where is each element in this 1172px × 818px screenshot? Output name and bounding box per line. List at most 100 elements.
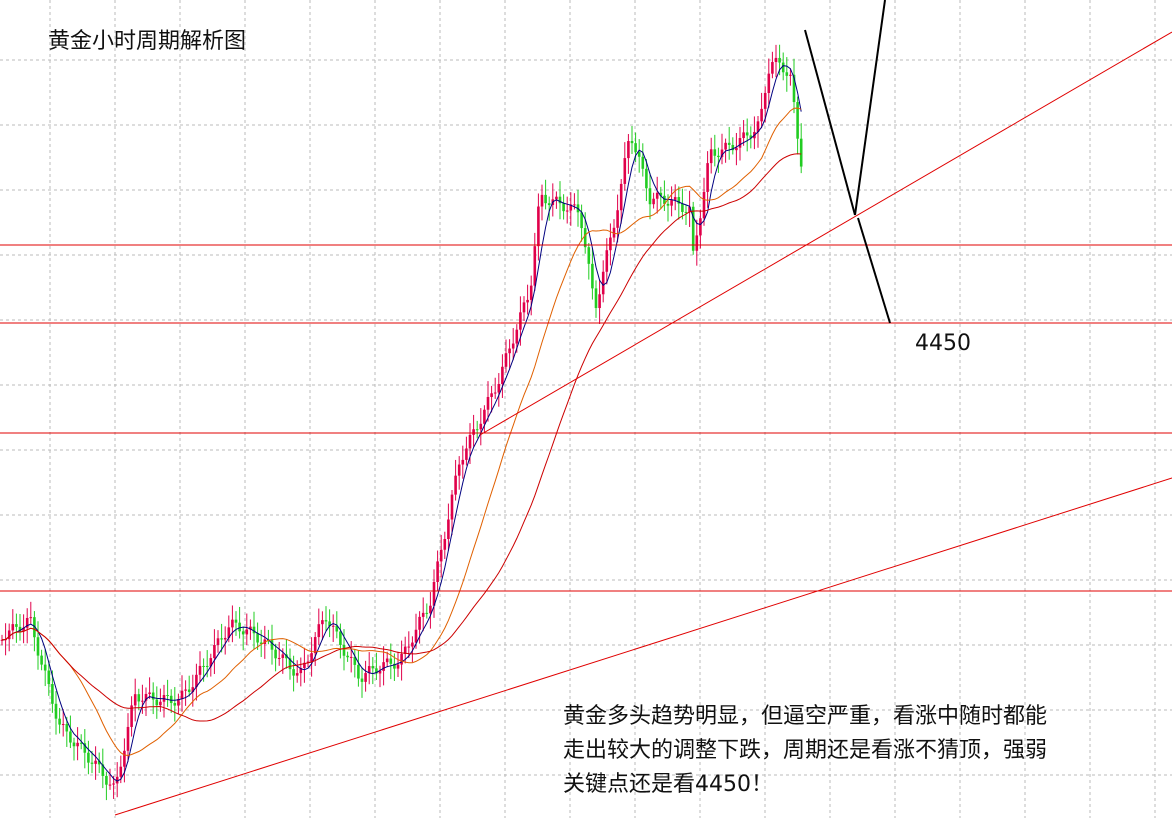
candle-body xyxy=(87,752,90,763)
projection xyxy=(804,0,891,324)
candle-body xyxy=(191,687,195,692)
candle-body xyxy=(583,228,587,248)
level-label: 4450 xyxy=(915,331,971,356)
candle-body xyxy=(562,203,565,212)
candle-body xyxy=(709,149,713,164)
candle-body xyxy=(288,658,292,670)
candle-body xyxy=(792,74,796,103)
candle-body xyxy=(331,625,335,627)
candle-body xyxy=(123,750,126,767)
candle-body xyxy=(69,731,72,743)
candle-body xyxy=(670,199,673,206)
candle-body xyxy=(749,135,753,139)
candle-body xyxy=(97,760,101,765)
candle-body xyxy=(695,235,699,251)
trend-line xyxy=(479,31,1172,436)
candle-body xyxy=(411,642,414,647)
candle-body xyxy=(360,678,364,682)
candle-body xyxy=(720,149,724,158)
candle-body xyxy=(785,72,789,76)
candle-body xyxy=(144,693,148,701)
candle-body xyxy=(43,664,47,671)
candle-body xyxy=(22,627,25,632)
candle-body xyxy=(234,619,238,623)
candle-body xyxy=(166,695,169,697)
candle-body xyxy=(151,692,155,700)
candle-body xyxy=(198,665,202,675)
candle-body xyxy=(497,383,501,393)
candle-body xyxy=(202,665,205,667)
candle-body xyxy=(169,695,173,704)
candle-body xyxy=(241,631,245,635)
candle-body xyxy=(540,194,544,207)
trend-line xyxy=(114,477,1172,816)
candle-body xyxy=(281,654,285,658)
candle-body xyxy=(65,724,69,732)
candle-body xyxy=(367,666,371,674)
candle-body xyxy=(558,196,562,204)
candle-body xyxy=(760,108,763,122)
candle-body xyxy=(245,629,249,635)
candle-body xyxy=(436,561,439,583)
candle-body xyxy=(727,142,731,145)
candle-body xyxy=(76,742,79,747)
candle-body xyxy=(731,144,735,151)
candle-body xyxy=(619,183,623,211)
candle-body xyxy=(299,668,303,674)
candle-body xyxy=(454,475,457,495)
candle-body xyxy=(580,212,583,229)
candle-body xyxy=(396,664,400,669)
candle-body xyxy=(130,705,133,727)
candle-body xyxy=(789,74,792,76)
candle-body xyxy=(796,102,799,139)
candle-body xyxy=(357,664,360,679)
comment-line: 黄金多头趋势明显，但逼空严重，看涨中随时都能 xyxy=(563,704,1047,729)
candle-body xyxy=(702,191,706,219)
candle-body xyxy=(51,684,54,704)
candle-body xyxy=(223,637,227,640)
candle-body xyxy=(508,348,511,354)
candle-body xyxy=(94,760,97,764)
candle-body xyxy=(652,198,655,205)
candle-body xyxy=(252,626,256,634)
candle-body xyxy=(227,627,231,638)
candle-body xyxy=(594,288,598,309)
candle-body xyxy=(529,285,533,300)
candle-body xyxy=(609,237,612,251)
candle-body xyxy=(666,203,670,206)
candle-body xyxy=(112,783,115,785)
candle-body xyxy=(385,658,389,663)
candle-body xyxy=(371,666,375,669)
candle-body xyxy=(173,703,177,706)
candle-body xyxy=(403,646,407,654)
candle-body xyxy=(425,612,429,614)
candle-body xyxy=(36,637,40,656)
candle-body xyxy=(213,644,216,659)
candle-body xyxy=(407,646,411,648)
candle-body xyxy=(515,329,519,344)
candle-body xyxy=(382,662,385,671)
candle-body xyxy=(101,764,105,776)
candle-body xyxy=(389,658,393,664)
candle-body xyxy=(292,669,295,676)
candle-body xyxy=(7,630,11,640)
candle-body xyxy=(472,429,475,435)
candle-body xyxy=(490,393,493,397)
candle-body xyxy=(443,539,447,550)
moving-average xyxy=(1,107,802,757)
candle-body xyxy=(457,464,461,476)
candle-body xyxy=(475,429,479,431)
candle-body xyxy=(40,655,43,665)
candle-body xyxy=(177,699,180,706)
candle-body xyxy=(421,612,425,617)
candle-body xyxy=(72,742,76,747)
candle-body xyxy=(630,141,634,144)
candle-body xyxy=(468,434,472,449)
candle-body xyxy=(220,638,223,640)
candle-body xyxy=(461,459,465,465)
candle-body xyxy=(79,742,83,744)
candle-body xyxy=(745,132,749,136)
candle-body xyxy=(555,196,558,200)
candle-body xyxy=(691,206,695,251)
candle-body xyxy=(353,656,357,665)
